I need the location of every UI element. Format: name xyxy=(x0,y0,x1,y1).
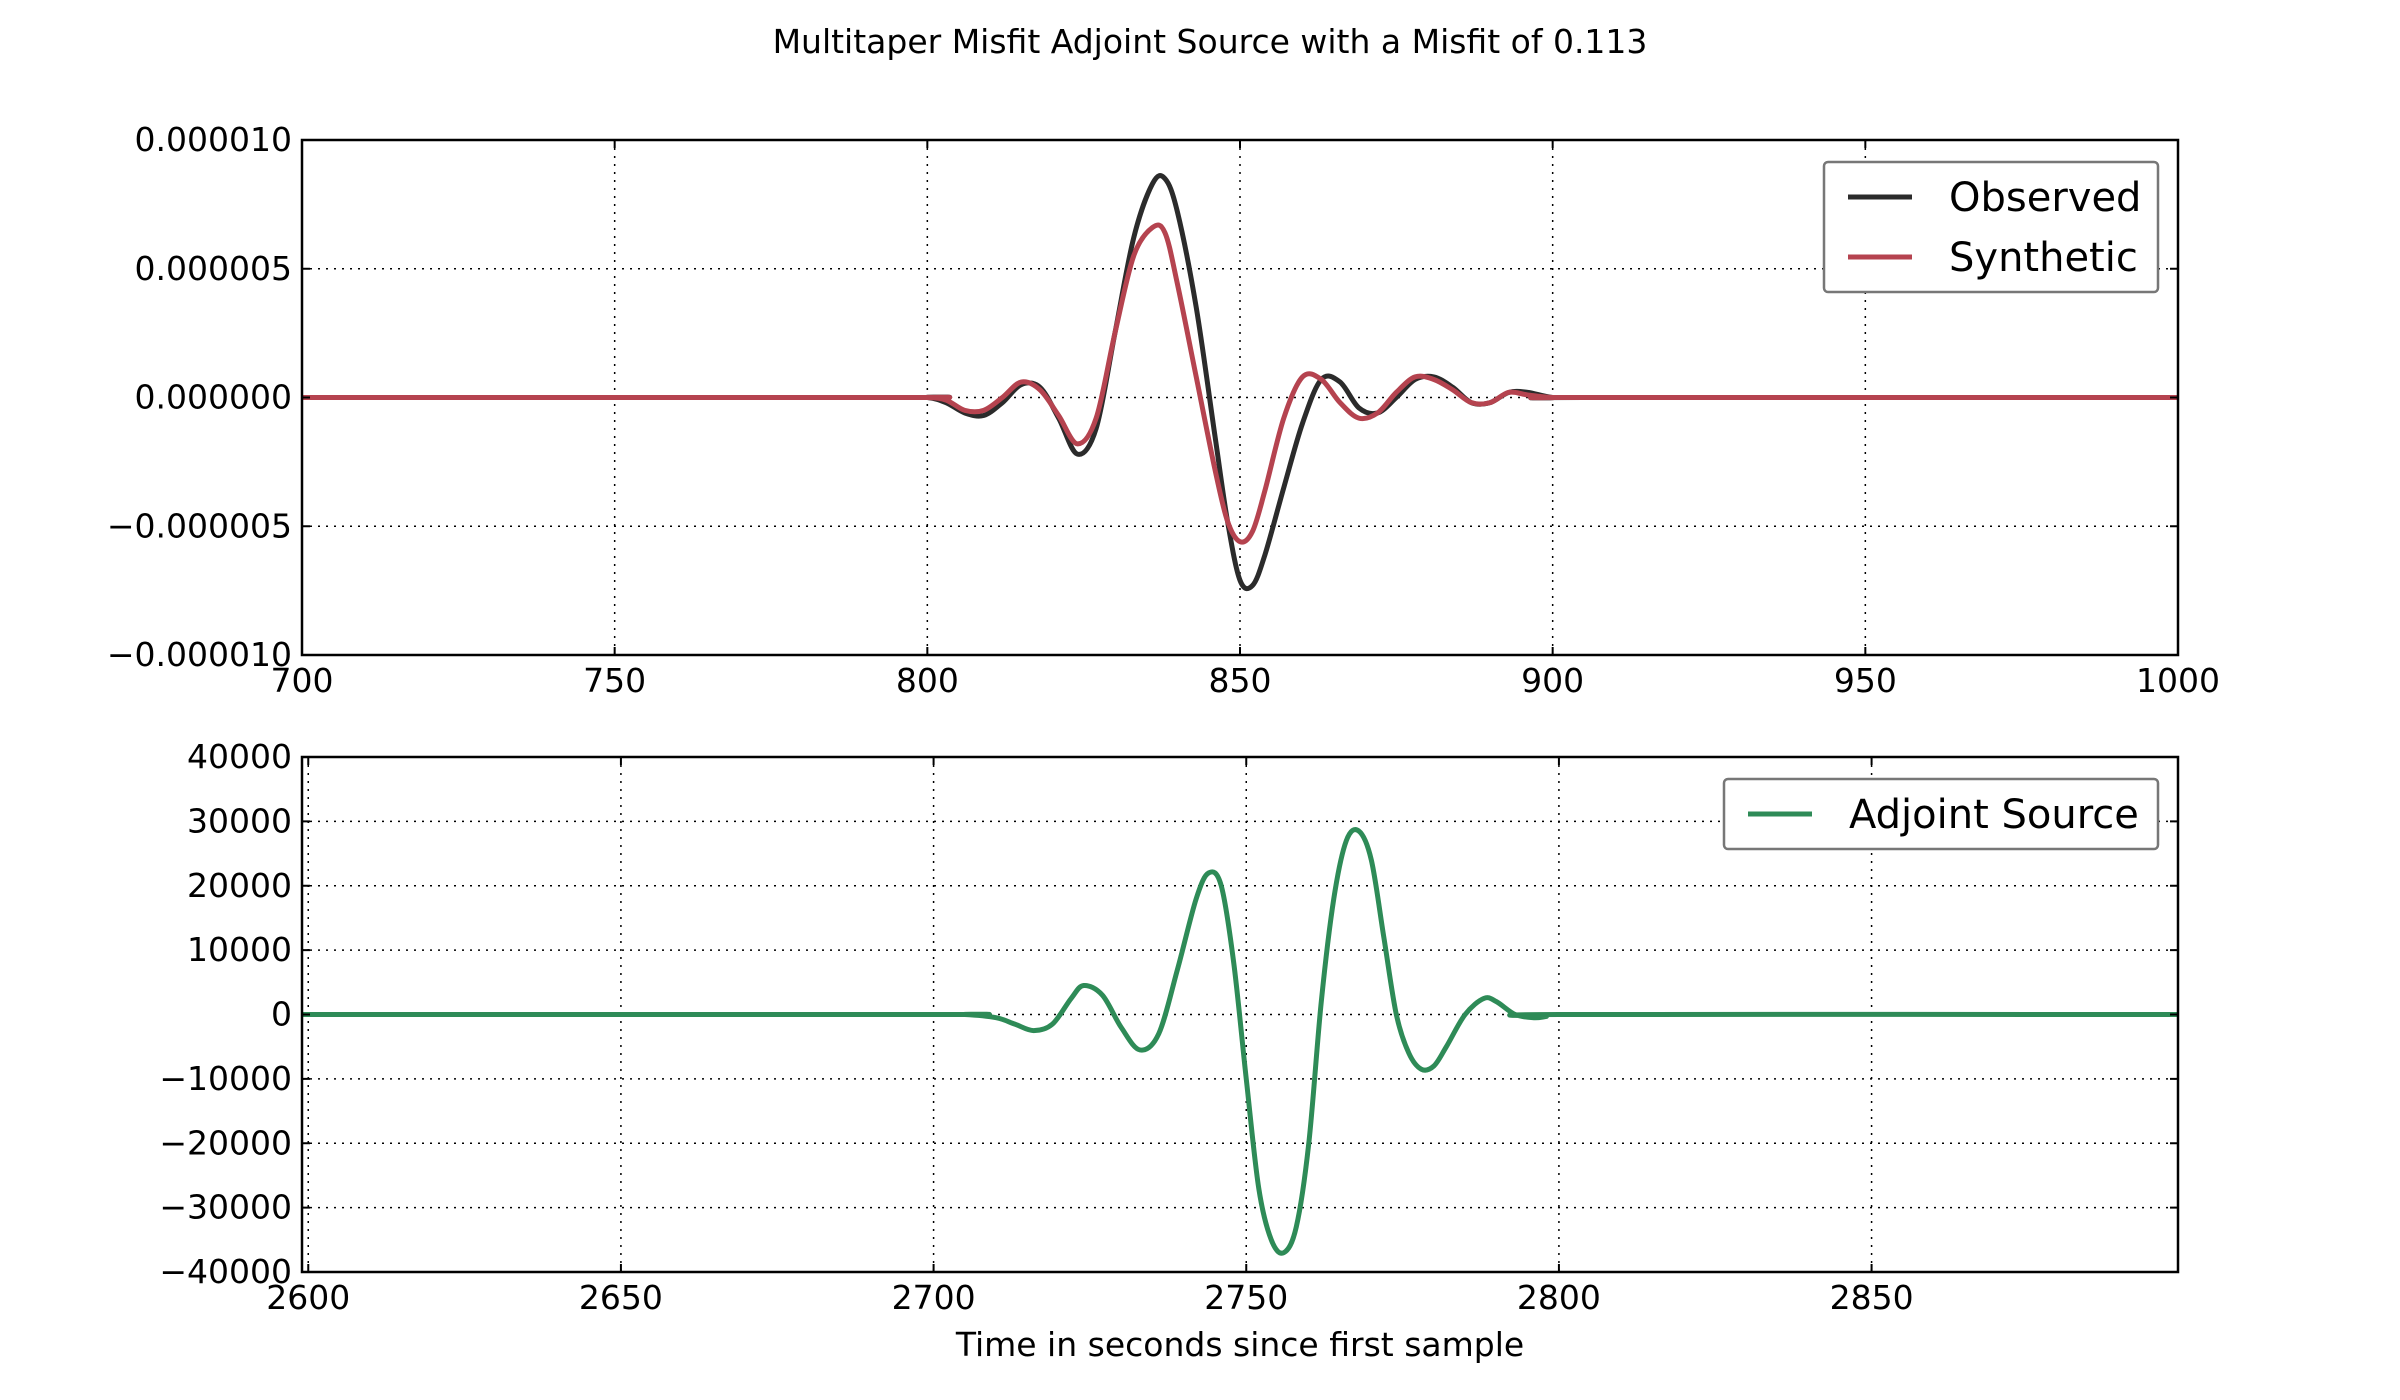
x-tick-label: 2750 xyxy=(1204,1278,1288,1317)
y-tick-label: 0.000000 xyxy=(135,378,292,417)
y-tick-label: 0 xyxy=(271,995,292,1034)
y-tick-label: −40000 xyxy=(159,1252,292,1291)
x-tick-label: 2600 xyxy=(266,1278,350,1317)
adjoint-source-panel: 2600 2650 2700 2750 2800 2850 −40000 −30000 −200… xyxy=(159,737,2180,1364)
figure-title: Multitaper Misfit Adjoint Source with a … xyxy=(773,22,1648,61)
y-tick-label: 40000 xyxy=(187,737,292,776)
x-tick-label: 2650 xyxy=(579,1278,663,1317)
legend-entry: Observed xyxy=(1949,175,2141,221)
x-tick-label: 1000 xyxy=(2136,661,2220,700)
y-tick-label: −0.000005 xyxy=(107,506,292,545)
legend: Adjoint Source xyxy=(1722,777,2160,851)
y-tick-label: 20000 xyxy=(187,866,292,905)
y-tick-label: 30000 xyxy=(187,801,292,840)
y-tick-label: −30000 xyxy=(159,1188,292,1227)
x-tick-label: 700 xyxy=(271,661,334,700)
waveform-panel: 700 750 800 850 900 950 1000 −0.000010 −0.000005… xyxy=(107,120,2220,700)
x-tick-label: 850 xyxy=(1209,661,1272,700)
legend-entry: Adjoint Source xyxy=(1849,792,2139,838)
y-tick-label: −20000 xyxy=(159,1123,292,1162)
x-axis-label: Time in seconds since first sample xyxy=(955,1325,1524,1364)
series-line-synthetic xyxy=(302,222,2178,545)
legend-entry: Synthetic xyxy=(1949,235,2138,281)
x-tick-label: 800 xyxy=(896,661,959,700)
y-tick-label: 0.000005 xyxy=(135,249,292,288)
y-tick-label: −10000 xyxy=(159,1059,292,1098)
y-tick-label: 10000 xyxy=(187,930,292,969)
x-tick-label: 2850 xyxy=(1830,1278,1914,1317)
x-tick-label: 750 xyxy=(583,661,646,700)
legend: Observed Synthetic xyxy=(1822,160,2160,294)
y-tick-label: −0.000010 xyxy=(107,635,292,674)
x-tick-label: 2800 xyxy=(1517,1278,1601,1317)
y-tick-label: 0.000010 xyxy=(135,120,292,159)
legend-box xyxy=(1722,777,2160,851)
x-tick-label: 900 xyxy=(1521,661,1584,700)
x-tick-label: 950 xyxy=(1834,661,1897,700)
x-tick-label: 2700 xyxy=(892,1278,976,1317)
series-line-adjoint-source xyxy=(302,827,2178,1256)
